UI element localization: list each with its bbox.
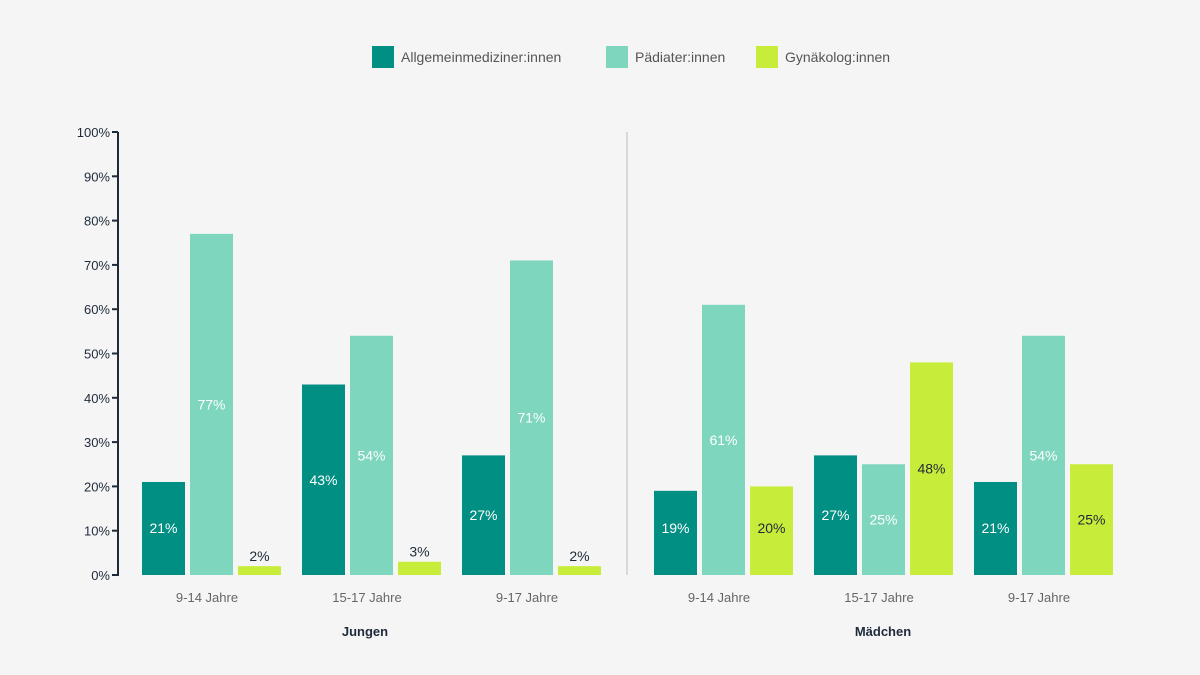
category-label: 15-17 Jahre	[844, 590, 913, 605]
bar	[398, 561, 441, 575]
bars	[142, 233, 1113, 575]
data-label: 20%	[757, 520, 785, 536]
legend: Allgemeinmediziner:innen Pädiater:innen Gy…	[372, 46, 890, 68]
category-label: 9-14 Jahre	[176, 590, 238, 605]
data-label: 48%	[917, 461, 945, 477]
data-label: 27%	[469, 507, 497, 523]
category-label: 9-14 Jahre	[688, 590, 750, 605]
legend-swatch	[606, 46, 628, 68]
bar	[1022, 335, 1065, 575]
data-label: 25%	[1077, 512, 1105, 528]
bar	[190, 233, 233, 575]
data-label: 2%	[249, 548, 269, 564]
data-label: 54%	[1029, 447, 1057, 463]
data-label: 25%	[869, 512, 897, 528]
data-label: 71%	[517, 410, 545, 426]
bar	[350, 335, 393, 575]
bar	[814, 455, 857, 575]
group-label: Jungen	[342, 624, 388, 639]
bar	[302, 384, 345, 575]
bar	[142, 481, 185, 575]
bar	[1070, 464, 1113, 575]
y-tick-label: 100%	[77, 125, 111, 140]
bar	[654, 490, 697, 575]
data-label: 61%	[709, 432, 737, 448]
data-label: 2%	[569, 548, 589, 564]
y-axis: 0% 10% 20% 30% 40% 50% 60% 70% 80% 90% 100%	[77, 125, 119, 583]
x-axis-labels: 9-14 Jahre 15-17 Jahre 9-17 Jahre Jungen 9-1…	[176, 590, 1070, 639]
legend-swatch	[372, 46, 394, 68]
y-tick-label: 20%	[84, 479, 110, 494]
bar	[558, 566, 601, 575]
bar	[974, 481, 1017, 575]
bar	[238, 566, 281, 575]
bar	[910, 362, 953, 575]
category-label: 9-17 Jahre	[1008, 590, 1070, 605]
bar	[862, 464, 905, 575]
y-tick-label: 90%	[84, 169, 110, 184]
data-label: 54%	[357, 447, 385, 463]
category-label: 9-17 Jahre	[496, 590, 558, 605]
data-label: 21%	[149, 520, 177, 536]
y-tick-label: 10%	[84, 524, 110, 539]
legend-label: Gynäkolog:innen	[785, 49, 890, 65]
y-tick-label: 50%	[84, 347, 110, 362]
data-label: 3%	[409, 544, 429, 560]
y-tick-label: 60%	[84, 302, 110, 317]
y-tick-label: 0%	[91, 568, 110, 583]
category-label: 15-17 Jahre	[332, 590, 401, 605]
data-labels: 21% 77% 2% 43% 54% 3% 27% 71% 2% 19% 61% 20% 27% 25% 4…	[149, 396, 1105, 564]
bar	[702, 304, 745, 575]
legend-label: Allgemeinmediziner:innen	[401, 49, 561, 65]
y-tick-label: 80%	[84, 214, 110, 229]
y-tick-label: 70%	[84, 258, 110, 273]
group-label: Mädchen	[855, 624, 911, 639]
y-tick-label: 40%	[84, 391, 110, 406]
bar	[750, 486, 793, 575]
data-label: 77%	[197, 396, 225, 412]
y-tick-label: 30%	[84, 435, 110, 450]
data-label: 43%	[309, 472, 337, 488]
legend-label: Pädiater:innen	[635, 49, 725, 65]
legend-swatch	[756, 46, 778, 68]
data-label: 19%	[661, 520, 689, 536]
data-label: 27%	[821, 507, 849, 523]
bar	[462, 455, 505, 575]
bar	[510, 260, 553, 575]
data-label: 21%	[981, 520, 1009, 536]
